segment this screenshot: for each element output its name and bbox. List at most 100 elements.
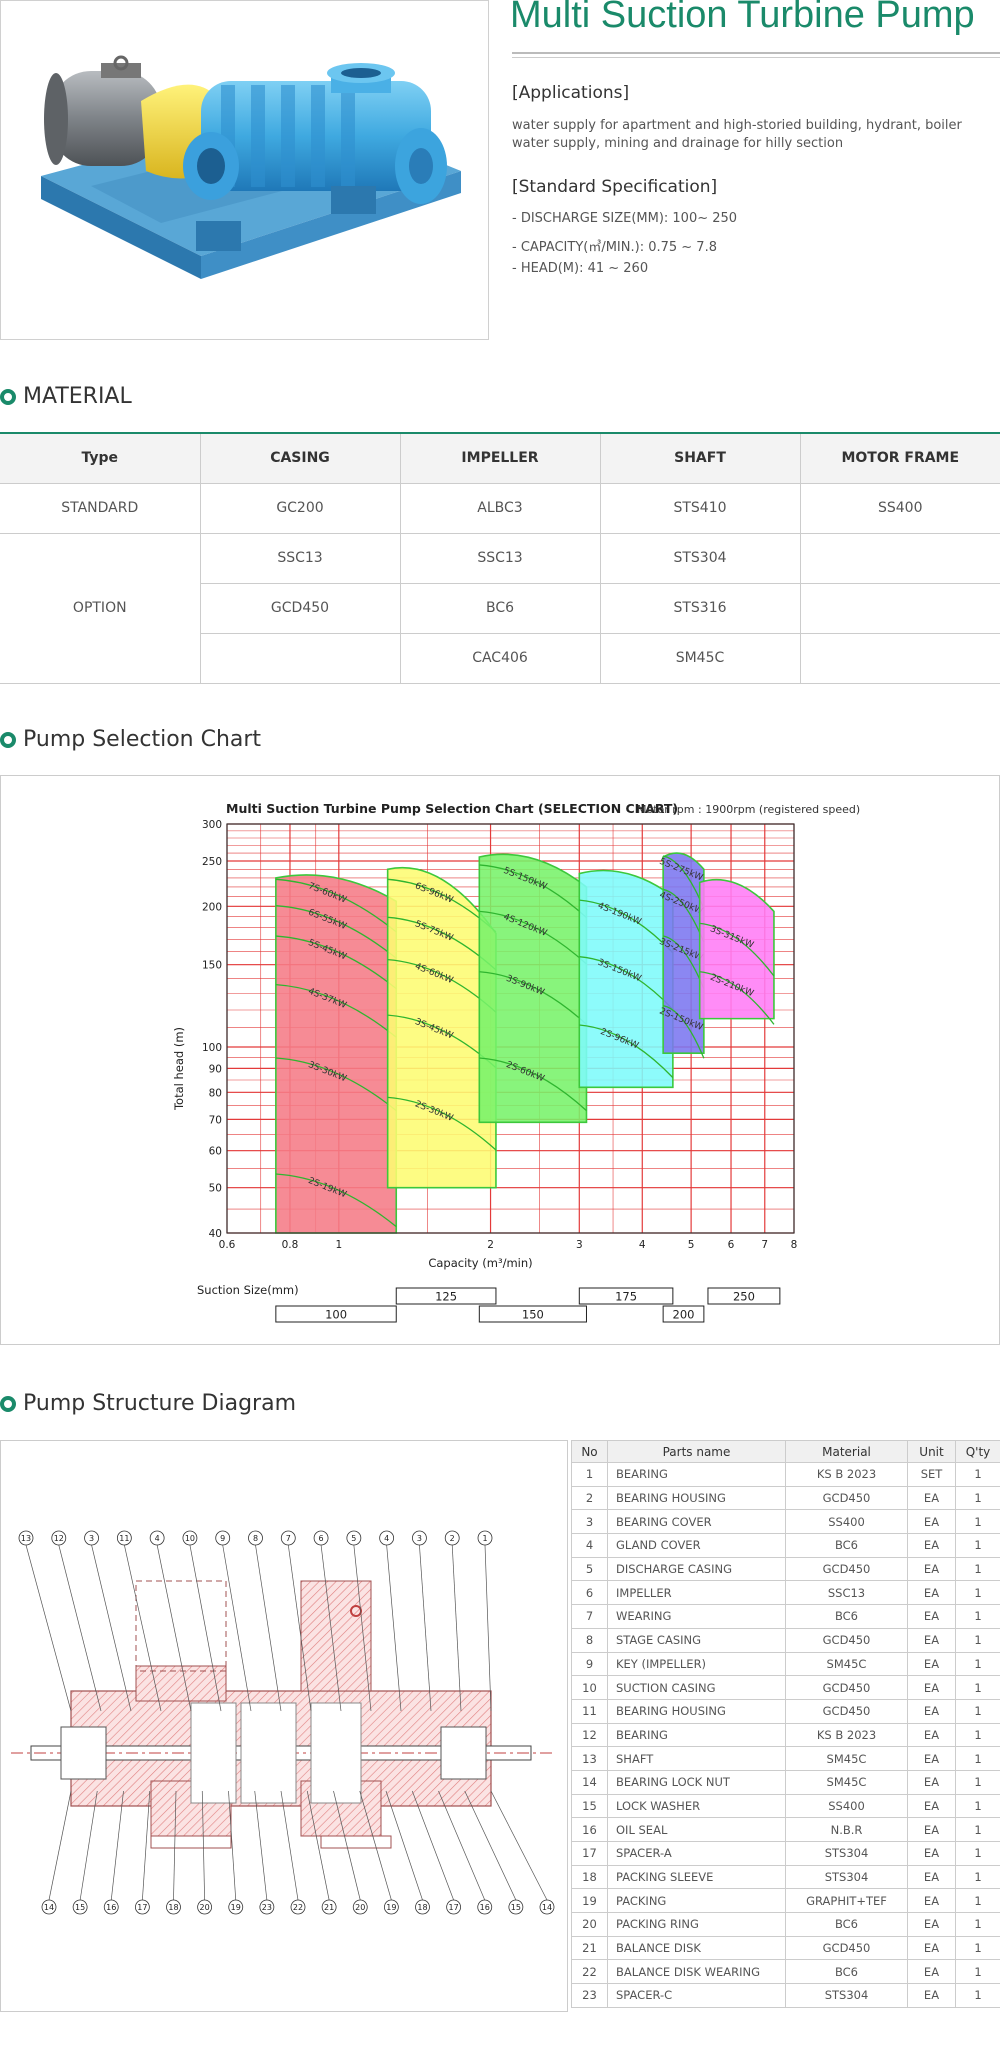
material-cell: STS304 [600,533,801,584]
part-qty: 1 [955,1769,1000,1795]
part-material: GCD450 [785,1675,908,1700]
suction-size-value: 150 [522,1308,544,1322]
callout-label: 19 [231,1903,241,1912]
callout-leader [25,1544,72,1712]
callout-leader [353,1544,372,1712]
selection-heading-text: Pump Selection Chart [23,727,262,752]
callout-circle [51,1530,67,1546]
material-header-row: Type CASING IMPELLER SHAFT MOTOR FRAME [0,433,1000,484]
callout-leader [484,1544,492,1712]
suction-size-value: 200 [673,1308,695,1322]
material-cell: STS316 [600,583,801,634]
spec-capacity: - CAPACITY(㎥/MIN.): 0.75 ~ 7.8 [512,240,717,255]
spec-heading: [Standard Specification] [512,177,718,197]
callout-label: 22 [293,1903,303,1912]
callout-label: 1 [482,1534,487,1543]
material-cell: ALBC3 [400,483,601,534]
part-qty: 1 [955,1793,1000,1819]
x-tick-label: 0.8 [282,1239,299,1251]
performance-curve [275,1173,397,1228]
material-row-option: OPTION SSC13 SSC13 STS304 [0,533,1000,684]
parts-body: 1 BEARING KS B 2023 SET 1 2 BEARING HOUSING GCD… [571,1462,1000,2008]
part-name: PACKING RING [607,1912,786,1937]
part-name: WEARING [607,1604,786,1629]
selection-chart: Multi Suction Turbine Pump Selection Cha… [172,801,860,1323]
part-no: 18 [571,1864,608,1890]
callout-circle [41,1899,57,1915]
part-material: SS400 [785,1793,908,1819]
suction-size-value: 250 [733,1290,755,1304]
part-qty: 1 [955,1746,1000,1771]
callout-label: 7 [286,1534,291,1543]
callout-label: 10 [185,1534,195,1543]
part-no: 5 [571,1556,608,1582]
part-no: 4 [571,1533,608,1558]
part-no: 11 [571,1698,608,1724]
part-qty: 1 [955,1675,1000,1700]
callout-leader [438,1790,486,1901]
callout-leader [411,1790,454,1901]
part-qty: 1 [955,1983,1000,2008]
y-tick-label: 80 [209,1087,222,1099]
applications-text: water supply for apartment and high-stor… [512,118,962,151]
callout-circle [383,1899,399,1915]
material-cell: GC200 [200,483,401,534]
callout-circle [18,1530,34,1546]
part-unit: EA [907,1959,956,1985]
suction-size-box [662,1305,705,1323]
col-motor-frame: MOTOR FRAME [800,433,1000,484]
part-unit: EA [907,1722,956,1748]
material-cell: GCD450 [200,583,401,634]
applications-heading: [Applications] [512,83,630,103]
callout-leader [333,1790,361,1901]
table-row: 4 GLAND COVER BC6 EA 1 [571,1533,1000,1558]
part-unit: SET [907,1462,956,1487]
material-section-heading: MATERIAL [0,384,132,409]
type-cell: OPTION [0,533,201,684]
table-row: 20 PACKING RING BC6 EA 1 [571,1912,1000,1937]
y-tick-label: 200 [202,901,222,913]
part-name: BALANCE DISK [607,1935,786,1961]
part-material: GRAPHIT+TEF [785,1888,908,1914]
chart-subtitle: Motor rpm : 1900rpm (registered speed) [637,803,860,816]
performance-curve [275,878,397,933]
y-axis-label: Total head (m) [172,1027,186,1111]
callout-circle [352,1899,368,1915]
callout-label: 20 [355,1903,365,1912]
y-tick-label: 100 [202,1042,222,1054]
page-title: Multi Suction Turbine Pump [510,0,975,36]
performance-curve [479,1057,587,1112]
plot-frame [226,823,795,1234]
callout-circle [116,1530,132,1546]
part-qty: 1 [955,1935,1000,1961]
table-row: 18 PACKING SLEEVE STS304 EA 1 [571,1864,1000,1890]
callout-circle [321,1899,337,1915]
part-name: LOCK WASHER [607,1793,786,1819]
x-tick-label: 6 [728,1239,735,1251]
part-no: 3 [571,1509,608,1535]
part-name: BEARING COVER [607,1509,786,1535]
x-tick-label: 3 [576,1239,583,1251]
callout-label: 3 [89,1534,94,1543]
performance-curve [662,1005,705,1059]
part-material: BC6 [785,1959,908,1985]
suction-size-box [707,1287,781,1305]
type-cell: STANDARD [0,483,201,534]
callout-leader [228,1790,237,1901]
part-unit: EA [907,1675,956,1700]
part-unit: EA [907,1983,956,2008]
table-row: 3 BEARING COVER SS400 EA 1 [571,1509,1000,1535]
callout-circle [508,1899,524,1915]
table-row: 5 DISCHARGE CASING GCD450 EA 1 [571,1556,1000,1582]
callout-leader [385,1790,423,1901]
table-row: 14 BEARING LOCK NUT SM45C EA 1 [571,1769,1000,1795]
callout-circle [166,1899,181,1915]
callout-label: 16 [480,1903,490,1912]
suction-size-box [478,1305,587,1323]
part-no: 13 [571,1746,608,1771]
callout-circle [248,1530,263,1546]
x-tick-label: 7 [761,1239,768,1251]
col-no: No [571,1440,608,1463]
part-no: 17 [571,1841,608,1866]
selection-region [698,878,775,1020]
